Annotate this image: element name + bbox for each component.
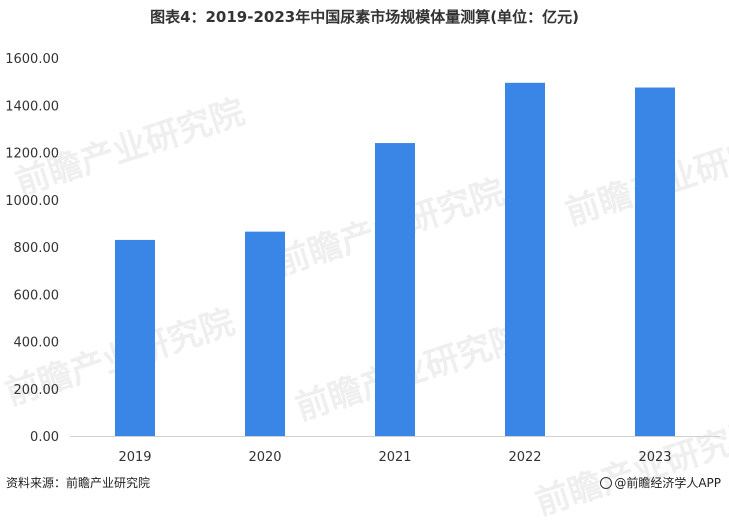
bar-chart: 0.00 200.00 400.00 600.00 800.00 1000.00 1200.… [5, 52, 720, 465]
bar-2020 [245, 231, 285, 436]
y-tick-label: 0.00 [30, 430, 59, 445]
brand-label: @前瞻经济学人APP [614, 476, 721, 490]
x-tick-label: 2019 [118, 450, 151, 465]
y-tick-label: 1400.00 [5, 99, 59, 114]
y-tick-label: 200.00 [14, 383, 60, 398]
x-tick-label: 2021 [378, 450, 411, 465]
brand-logo-icon [600, 477, 613, 489]
y-axis-ticks: 0.00 200.00 400.00 600.00 800.00 1000.00 1200.… [5, 52, 59, 445]
y-tick-label: 1000.00 [5, 194, 59, 209]
bar-2023 [635, 87, 675, 436]
y-tick-label: 1600.00 [5, 52, 59, 67]
bar-2022 [505, 82, 545, 437]
chart-title: 图表4：2019-2023年中国尿素市场规模体量测算(单位：亿元) [150, 8, 579, 26]
y-tick-label: 400.00 [14, 336, 60, 351]
x-tick-label: 2022 [508, 450, 541, 465]
x-tick-label: 2020 [248, 450, 281, 465]
bars [115, 82, 675, 437]
x-tick-label: 2023 [638, 450, 671, 465]
x-axis-ticks: 2019 2020 2021 2022 2023 [118, 450, 671, 465]
y-tick-label: 600.00 [14, 288, 60, 303]
bar-2021 [375, 143, 415, 437]
y-tick-label: 1200.00 [5, 147, 59, 162]
brand-credit: @前瞻经济学人APP [600, 474, 721, 491]
y-tick-label: 800.00 [14, 241, 60, 256]
bar-2019 [115, 239, 155, 436]
source-note: 资料来源：前瞻产业研究院 [6, 476, 151, 490]
